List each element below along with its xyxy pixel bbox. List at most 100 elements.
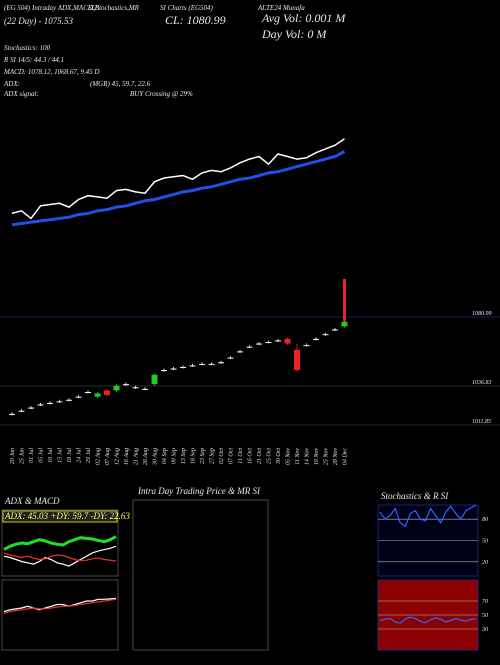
x-tick-label: 16 Oct	[248, 448, 254, 464]
series-line	[3, 598, 117, 614]
x-tick-label: 12 Aug	[115, 448, 121, 465]
panel-title: Stochastics & R SI	[381, 491, 449, 501]
header-text: ALTE24 Munafa	[257, 4, 305, 12]
candle-body	[237, 351, 243, 353]
series-line	[3, 545, 117, 567]
y-tick-label: 70	[482, 599, 488, 605]
x-tick-label: 15 Jul	[58, 448, 64, 463]
candle-body	[313, 338, 319, 340]
x-tick-label: 21 Oct	[257, 448, 263, 464]
candle-body	[341, 321, 348, 327]
y-tick-label: 50	[482, 613, 488, 619]
x-tick-label: 07 Oct	[229, 448, 235, 464]
candle-body	[303, 345, 310, 347]
header-text: SI,Stochastics,MR	[88, 4, 140, 12]
x-tick-label: 13 Sep	[181, 448, 187, 464]
x-tick-label: 19 Nov	[314, 448, 320, 466]
header-text: SI Charts (EG504)	[160, 4, 214, 12]
series-line	[3, 597, 117, 613]
avg-volume: Avg Vol: 0.001 M	[261, 11, 346, 25]
x-tick-label: 04 Dec	[342, 448, 349, 465]
indicator-text: ADX signal:	[3, 90, 39, 98]
x-tick-label: 02 Aug	[96, 448, 102, 465]
panel	[132, 499, 269, 651]
candle-body	[75, 396, 82, 398]
y-tick-label: 1036.83	[472, 380, 492, 386]
day-volume: Day Vol: 0 M	[261, 27, 327, 41]
x-tick-label: 30 Aug	[153, 448, 159, 466]
candle-body	[56, 401, 63, 403]
candle-body	[322, 334, 329, 336]
volume-bar	[343, 279, 346, 321]
x-tick-label: 23 Sep	[200, 448, 206, 464]
candle-body	[142, 388, 148, 390]
indicator-text: BUY Crossing @ 29%	[130, 90, 193, 98]
x-tick-label: 25 Nov	[324, 448, 330, 466]
indicator-text: R SI 14/5: 44.3 / 44.1	[3, 56, 64, 64]
candle-body	[123, 384, 129, 386]
x-tick-label: 11 Oct	[238, 448, 244, 464]
x-tick-label: 04 Sep	[161, 448, 168, 464]
series-line	[379, 616, 477, 625]
x-tick-label: 30 Oct	[276, 448, 282, 465]
x-tick-label: 14 Nov	[304, 448, 311, 466]
x-tick-label: 11 Nov	[295, 448, 301, 465]
candle-body	[161, 370, 167, 372]
candle-body	[170, 368, 177, 370]
y-tick-label: 1080.99	[472, 311, 492, 317]
x-tick-label: 05 Jul	[39, 448, 45, 463]
header-text: (22 Day) - 1075.53	[4, 16, 73, 26]
candle-body	[265, 341, 272, 343]
x-tick-label: 20 Jun	[10, 448, 16, 464]
series-line	[3, 552, 117, 562]
x-tick-label: 18 Sep	[191, 448, 197, 464]
candle-body	[256, 343, 262, 345]
x-tick-label: 25 Oct	[267, 448, 273, 464]
candle-body	[47, 402, 53, 404]
x-tick-label: 21 Aug	[134, 448, 140, 465]
panel-label: ADX: 45.03 +DY: 59.7 -DY: 22.63	[4, 511, 130, 521]
indicator-text: Stochastics: 100	[4, 44, 51, 52]
panel	[1, 579, 119, 651]
indicator-text: ADX:	[3, 80, 20, 88]
candle-body	[104, 390, 110, 396]
x-tick-label: 01 Jul	[29, 448, 35, 463]
x-tick-label: 07 Aug	[105, 448, 111, 465]
x-tick-label: 10 Jul	[48, 448, 54, 463]
candle-body	[275, 340, 281, 342]
candle-body	[66, 399, 72, 401]
candle-body	[332, 329, 338, 331]
y-tick-label: 80	[482, 517, 488, 523]
header-text: (EG 504) Intraday ADX,MACD,B	[4, 4, 100, 12]
indicator-text: MACD: 1078.12, 1068.67, 9.45 D	[3, 68, 99, 76]
candle-body	[9, 413, 15, 415]
y-tick-label: 1011.85	[472, 419, 491, 425]
x-tick-label: 25 Jun	[20, 448, 26, 464]
candle-body	[218, 362, 224, 364]
x-tick-label: 24 Jul	[76, 448, 83, 463]
y-tick-label: 30	[481, 627, 488, 633]
y-tick-label: 50	[482, 539, 488, 545]
x-tick-label: 09 Sep	[172, 448, 178, 464]
label-box	[2, 510, 118, 523]
candle-body	[85, 391, 91, 393]
candle-body	[208, 363, 215, 365]
candle-body	[37, 404, 44, 406]
x-tick-label: 19 Jul	[67, 448, 73, 463]
candle-body	[113, 385, 120, 391]
close-price: CL: 1080.99	[165, 13, 226, 27]
x-tick-label: 16 Aug	[124, 448, 130, 465]
candle-body	[294, 349, 300, 371]
series-line	[11, 138, 345, 220]
x-tick-label: 27 Sep	[210, 448, 216, 464]
candle-body	[199, 363, 205, 365]
series-line	[11, 150, 346, 227]
x-tick-label: 29 Jul	[86, 448, 92, 463]
candle-body	[246, 346, 253, 348]
series-line	[379, 504, 477, 528]
panel-title: Intra Day Trading Price & MR SI	[137, 486, 261, 496]
x-tick-label: 02 Oct	[219, 448, 225, 464]
panel-title: ADX & MACD	[4, 496, 60, 506]
y-tick-label: 20	[482, 560, 488, 566]
candle-body	[284, 338, 291, 344]
